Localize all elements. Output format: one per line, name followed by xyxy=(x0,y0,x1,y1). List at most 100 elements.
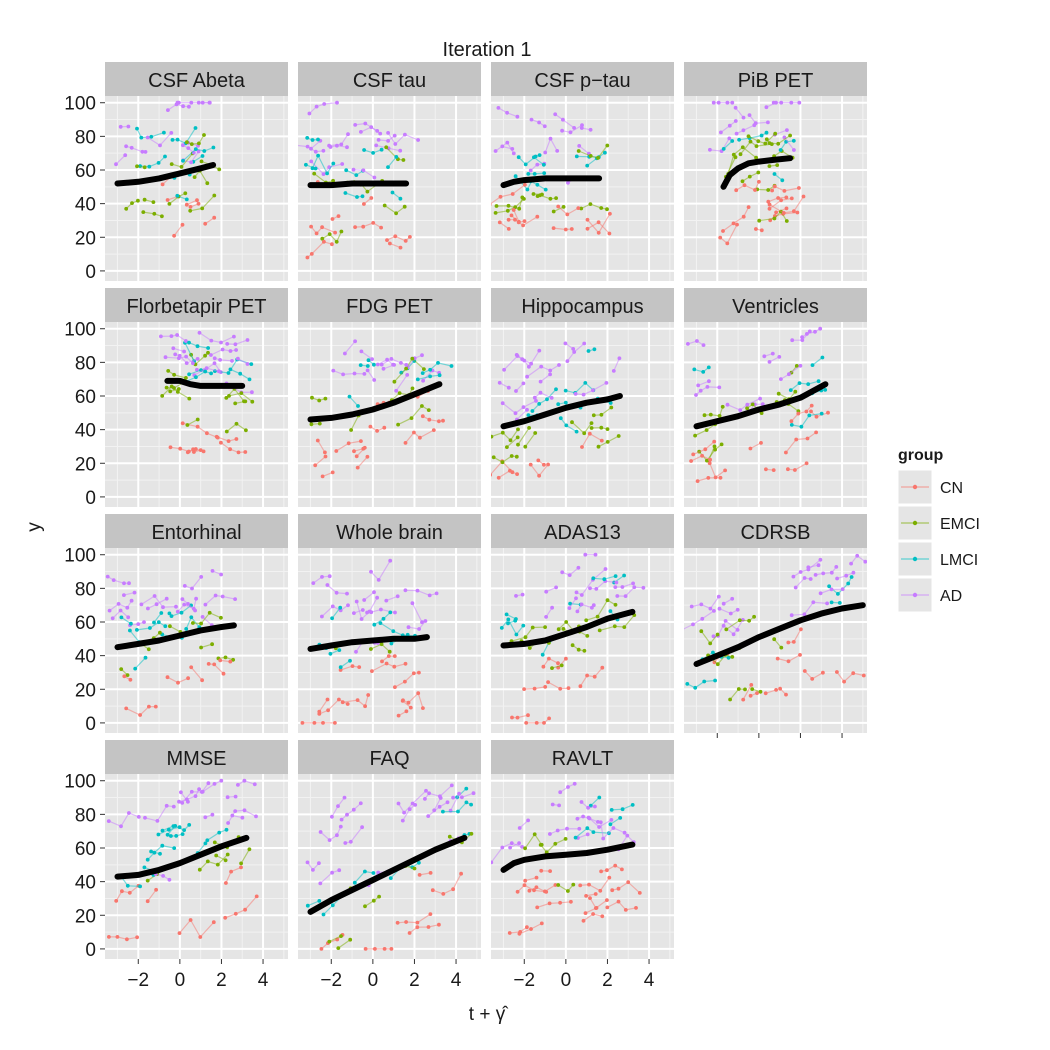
data-point xyxy=(740,145,745,150)
data-point xyxy=(423,797,427,801)
data-point xyxy=(846,581,851,586)
data-point xyxy=(142,865,147,870)
data-point xyxy=(612,624,617,629)
data-point xyxy=(373,947,377,951)
data-point xyxy=(385,238,389,243)
data-point xyxy=(335,100,339,105)
data-point xyxy=(585,826,590,831)
data-point xyxy=(110,616,115,621)
data-point xyxy=(338,824,343,829)
data-point xyxy=(409,416,414,420)
trajectory-line xyxy=(381,358,407,366)
data-point xyxy=(171,804,176,809)
data-point xyxy=(711,650,715,655)
trajectory-line xyxy=(307,241,333,258)
data-point xyxy=(805,332,809,336)
data-point xyxy=(371,151,375,155)
data-point xyxy=(360,608,365,612)
data-point xyxy=(721,623,726,628)
data-point xyxy=(759,228,764,233)
data-point xyxy=(225,852,230,857)
legend-dot xyxy=(912,484,918,490)
trajectory-line xyxy=(735,107,744,118)
data-point xyxy=(543,685,548,689)
data-point xyxy=(797,381,802,385)
data-point xyxy=(212,782,217,786)
data-point xyxy=(730,139,735,143)
data-point xyxy=(333,721,337,725)
subject-trajectories xyxy=(305,783,476,951)
data-point xyxy=(330,604,335,609)
legend-label: EMCI xyxy=(940,516,980,533)
data-point xyxy=(361,168,366,173)
data-point xyxy=(785,128,789,133)
data-point xyxy=(716,100,721,105)
data-point xyxy=(195,417,200,422)
data-point xyxy=(772,637,777,642)
data-point xyxy=(106,819,111,823)
data-point xyxy=(165,675,170,680)
data-point xyxy=(539,921,544,926)
data-point xyxy=(359,349,364,354)
data-point xyxy=(836,592,840,596)
data-point xyxy=(129,145,134,150)
data-point xyxy=(398,245,403,250)
data-point xyxy=(348,839,353,844)
data-point xyxy=(591,912,595,916)
data-point xyxy=(211,920,216,925)
data-point xyxy=(149,849,154,854)
data-point xyxy=(146,647,151,652)
data-point xyxy=(171,346,176,351)
data-point xyxy=(717,414,722,418)
data-point xyxy=(200,615,205,619)
data-point xyxy=(118,608,123,613)
data-point xyxy=(330,242,334,247)
data-point xyxy=(374,143,379,148)
data-point xyxy=(354,173,359,178)
data-point xyxy=(561,205,566,209)
y-tick-label: 80 xyxy=(75,127,96,148)
trajectory-line xyxy=(192,612,222,625)
data-point xyxy=(724,627,729,632)
data-point xyxy=(172,372,177,377)
subject-trajectories xyxy=(300,558,439,725)
data-point xyxy=(537,120,541,125)
data-point xyxy=(403,132,407,137)
data-point xyxy=(576,565,581,570)
panel-1: CSF tau xyxy=(298,62,481,281)
data-point xyxy=(620,867,624,872)
trajectory-line xyxy=(607,900,637,911)
data-point xyxy=(170,138,175,142)
data-point xyxy=(861,673,866,678)
data-point xyxy=(759,133,764,138)
data-point xyxy=(328,651,333,656)
data-point xyxy=(325,697,330,702)
data-point xyxy=(491,434,494,439)
data-point xyxy=(704,428,709,432)
data-point xyxy=(510,715,514,720)
facet-label: Ventricles xyxy=(732,296,819,318)
data-point xyxy=(793,468,797,472)
data-point xyxy=(756,170,761,175)
data-point xyxy=(791,138,796,143)
data-point xyxy=(736,687,741,691)
data-point xyxy=(763,141,768,146)
trajectory-line xyxy=(397,913,431,924)
trajectory-line xyxy=(433,797,442,811)
data-point xyxy=(598,888,603,893)
data-point xyxy=(228,659,233,664)
data-point xyxy=(370,669,374,673)
data-point xyxy=(735,607,740,612)
facet-strip xyxy=(684,62,867,96)
data-point xyxy=(184,376,188,380)
data-point xyxy=(410,356,415,361)
panel-background xyxy=(105,548,288,733)
data-point xyxy=(205,431,209,436)
data-point xyxy=(184,197,189,202)
data-point xyxy=(345,812,349,817)
data-point xyxy=(513,174,518,179)
data-point xyxy=(713,678,717,683)
trajectory-line xyxy=(540,838,566,854)
facet-strip xyxy=(105,514,288,548)
data-point xyxy=(574,590,579,595)
